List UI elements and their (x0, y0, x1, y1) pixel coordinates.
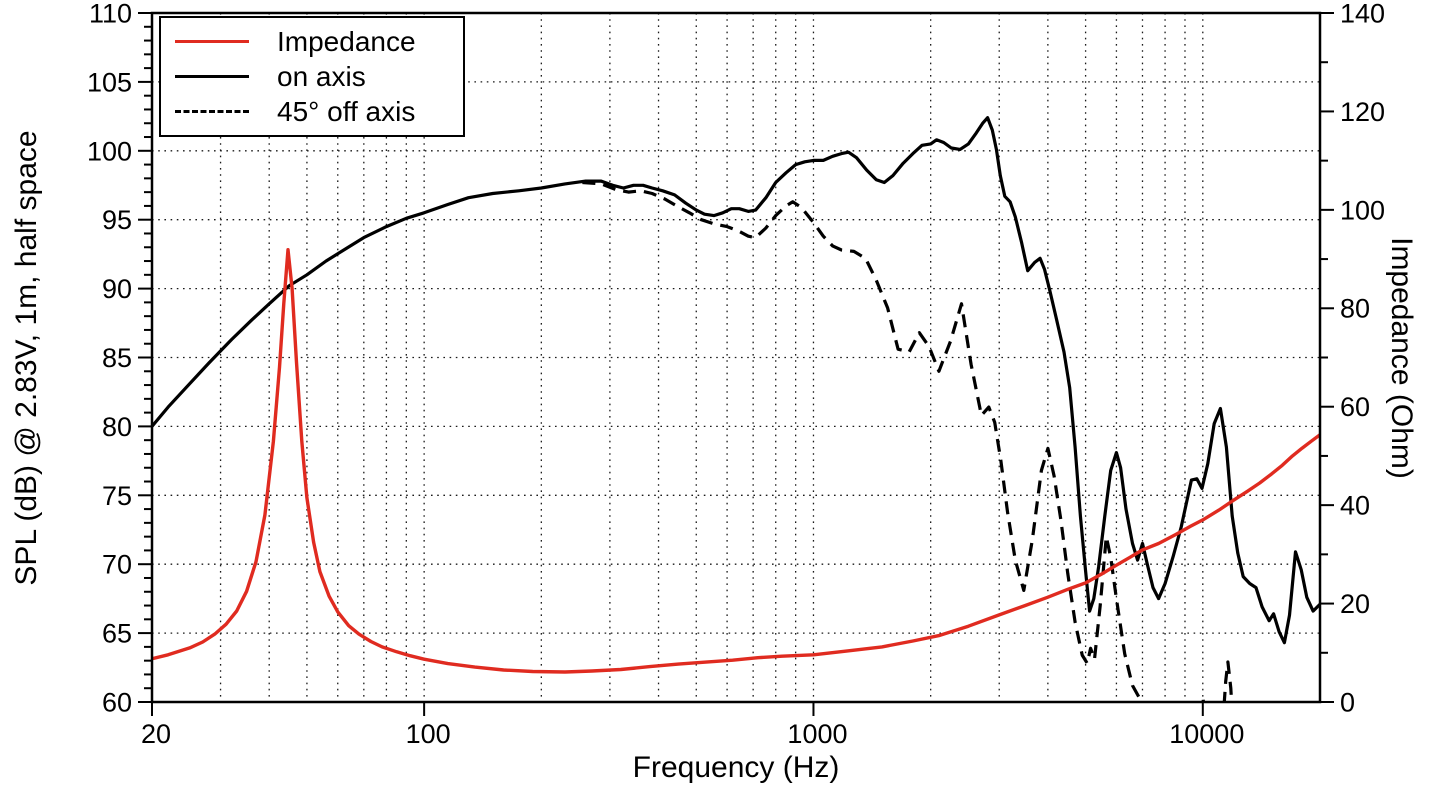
svg-text:140: 140 (1340, 0, 1385, 28)
legend-item-impedance: Impedance (161, 25, 463, 59)
svg-text:100: 100 (1340, 195, 1385, 225)
svg-text:110: 110 (89, 0, 132, 28)
svg-text:0: 0 (1340, 687, 1355, 717)
svg-text:120: 120 (1340, 97, 1385, 127)
svg-text:1000: 1000 (787, 719, 847, 749)
axis-tick-labels: 60 65 70 75 80 85 90 95 100 105 110 0 20 40 60 80 100 120… (87, 0, 1385, 749)
svg-text:65: 65 (102, 619, 132, 649)
45-off-axis-line-swatch (175, 110, 249, 113)
svg-text:75: 75 (102, 481, 132, 511)
svg-text:80: 80 (102, 412, 132, 442)
legend-label: Impedance (277, 25, 416, 57)
curve-45-off-axis (582, 180, 1234, 702)
svg-text:100: 100 (87, 136, 132, 166)
svg-text:40: 40 (1340, 491, 1370, 521)
curve-impedance (152, 248, 1320, 674)
svg-text:95: 95 (102, 205, 132, 235)
on-axis-line-swatch (175, 75, 249, 78)
left-y-axis-title: SPL (dB) @ 2.83V, 1m, half space (10, 130, 43, 586)
legend-item-45-off-axis: 45° off axis (161, 95, 463, 129)
legend: Impedance on axis 45° off axis (159, 16, 465, 137)
svg-text:105: 105 (87, 67, 132, 97)
svg-text:60: 60 (102, 687, 132, 717)
gridlines (152, 13, 1320, 702)
svg-text:20: 20 (141, 719, 171, 749)
legend-label: 45° off axis (277, 95, 416, 127)
curve-on-axis (152, 116, 1320, 645)
svg-text:60: 60 (1340, 392, 1370, 422)
impedance-line-swatch (175, 40, 249, 43)
x-axis-title: Frequency (Hz) (632, 751, 840, 784)
svg-text:100: 100 (406, 719, 451, 749)
svg-text:10000: 10000 (1169, 719, 1244, 749)
legend-item-on-axis: on axis (161, 60, 463, 94)
right-y-axis-title: Impedance (Ohm) (1385, 237, 1418, 479)
axis-ticks (138, 12, 1334, 716)
legend-label: on axis (277, 60, 366, 92)
svg-text:20: 20 (1340, 589, 1370, 619)
svg-text:90: 90 (102, 274, 132, 304)
svg-text:80: 80 (1340, 294, 1370, 324)
svg-text:70: 70 (102, 550, 132, 580)
svg-text:85: 85 (102, 343, 132, 373)
